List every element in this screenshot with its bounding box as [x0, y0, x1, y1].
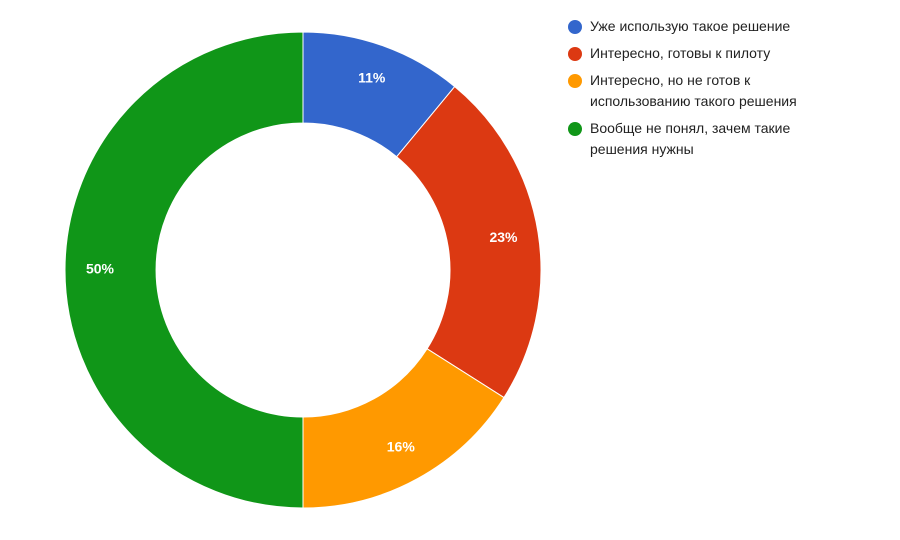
- legend-item: Интересно, но не готов к использованию т…: [568, 70, 838, 112]
- slice-label: 11%: [358, 70, 386, 86]
- legend-item: Вообще не понял, зачем такие решения нуж…: [568, 118, 838, 160]
- legend-label: Уже использую такое решение: [590, 18, 791, 34]
- donut-slice: [64, 31, 304, 509]
- donut-slice: [395, 85, 542, 399]
- legend-item: Уже использую такое решение: [568, 16, 838, 37]
- legend-swatch: [568, 20, 582, 34]
- legend-swatch: [568, 74, 582, 88]
- legend-swatch: [568, 47, 582, 61]
- chart: 11% 23% 16% 50%: [64, 31, 542, 509]
- legend-label: Вообще не понял, зачем такие решения нуж…: [590, 120, 791, 157]
- legend-label: Интересно, готовы к пилоту: [590, 45, 771, 61]
- legend-label: Интересно, но не готов к использованию т…: [590, 72, 797, 109]
- legend: Уже использую такое решение Интересно, го…: [568, 16, 838, 166]
- slice-label: 50%: [86, 261, 115, 277]
- legend-item: Интересно, готовы к пилоту: [568, 43, 838, 64]
- legend-swatch: [568, 122, 582, 136]
- slice-label: 16%: [387, 439, 416, 455]
- slice-label: 23%: [489, 229, 518, 245]
